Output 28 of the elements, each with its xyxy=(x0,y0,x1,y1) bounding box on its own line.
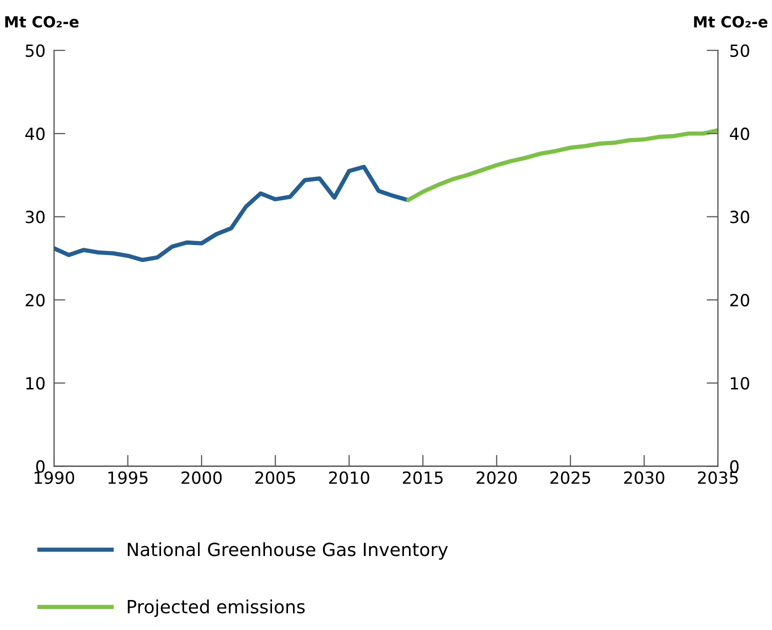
x-tick-label: 2020 xyxy=(476,471,517,484)
x-tick-label: 2005 xyxy=(255,471,296,484)
y2-tick-label: 10 xyxy=(730,377,750,390)
x-tick-label: 2025 xyxy=(550,471,590,484)
y2-tick-label: 20 xyxy=(730,294,750,306)
x-tick-label: 2010 xyxy=(329,471,370,484)
y-tick-label: 10 xyxy=(26,377,45,390)
x-tick-label: 2030 xyxy=(624,471,664,484)
x-tick-label: 2015 xyxy=(402,471,443,484)
x-tick-label: 1995 xyxy=(108,471,148,484)
x-tick-label: 1990 xyxy=(34,471,74,484)
x-tick-label: 2000 xyxy=(182,471,222,484)
line-series xyxy=(54,164,410,262)
y2-tick-label: 50 xyxy=(730,44,750,57)
x-tick-label: 2035 xyxy=(698,471,738,484)
y2-tick-label: 40 xyxy=(730,128,750,140)
legend-label: Projected emissions xyxy=(128,599,305,617)
y2-tick-label: 30 xyxy=(730,210,750,224)
y-tick-label: 0 xyxy=(36,460,45,473)
y2-tick-label: 0 xyxy=(730,460,739,473)
y-tick-label: 40 xyxy=(25,128,45,140)
y-tick-label: 30 xyxy=(26,210,45,224)
y2-axis-title: Mt CO₂-e xyxy=(694,16,768,28)
line-series xyxy=(406,128,718,202)
y-tick-label: 20 xyxy=(26,294,45,306)
y-axis-title: Mt CO₂-e xyxy=(5,16,79,28)
y-tick-label: 50 xyxy=(26,44,45,57)
legend-label: National Greenhouse Gas Inventory xyxy=(128,542,448,560)
